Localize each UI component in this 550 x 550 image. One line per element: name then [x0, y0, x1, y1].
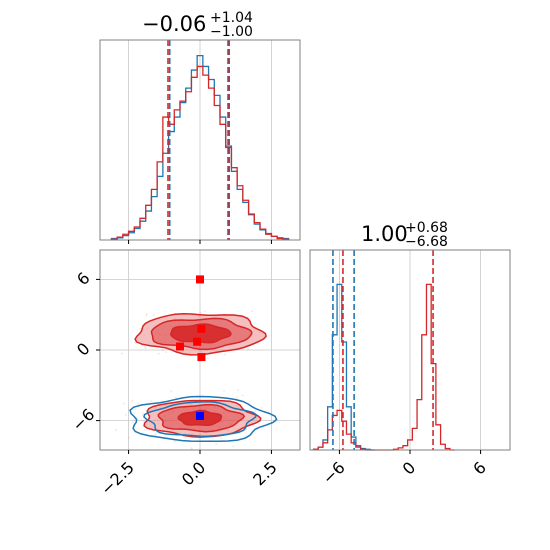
scatter-point [174, 396, 177, 399]
scatter-point [154, 434, 157, 437]
panel2-title-lower: −6.68 [405, 234, 448, 250]
scatter-point [236, 389, 239, 392]
panel2-title-value: 1.00 [361, 222, 408, 246]
scatter-point [223, 353, 226, 356]
y-tick-label: 6 [73, 268, 94, 289]
point-marker [176, 342, 184, 351]
scatter-point [125, 413, 128, 416]
scatter-point [137, 402, 140, 405]
scatter-point [173, 440, 176, 443]
scatter-point [203, 310, 206, 313]
scatter-point [155, 432, 158, 435]
scatter-point [152, 313, 155, 316]
scatter-point [143, 420, 146, 423]
scatter-point [144, 347, 147, 350]
scatter-point [115, 428, 118, 431]
panel1-title-lower: −1.00 [210, 24, 253, 40]
scatter-point [149, 400, 152, 403]
y-tick-label: 0 [73, 339, 94, 360]
y-tick-label: −6 [68, 405, 98, 435]
marginal-param1-quantile-lines [167, 40, 230, 240]
scatter-point [134, 408, 137, 411]
scatter-point [215, 443, 218, 446]
scatter-point [121, 352, 124, 355]
scatter-point [190, 447, 193, 450]
histogram-series-1 [312, 283, 375, 451]
scatter-point [182, 435, 185, 438]
scatter-point [123, 402, 126, 405]
panel2-title-upper: +0.68 [405, 220, 448, 236]
panel2-title: 1.00 +0.68 −6.68 [361, 220, 448, 250]
scatter-point [232, 445, 235, 448]
scatter-point [143, 429, 146, 432]
marginal-param2-grid [339, 250, 481, 450]
point-marker [196, 275, 204, 284]
scatter-point [220, 437, 223, 440]
scatter-point [143, 345, 146, 348]
scatter-point [98, 326, 100, 328]
scatter-point [139, 327, 142, 330]
x-tick-label: −6 [319, 458, 349, 488]
panel1-title: −0.06 +1.04 −1.00 [142, 10, 253, 40]
scatter-point [211, 437, 214, 440]
contour-level-2 [143, 401, 257, 437]
marginal-param1-grid [128, 40, 272, 240]
scatter-point [131, 421, 134, 424]
contour-level-1 [129, 395, 278, 442]
point-marker [193, 337, 202, 346]
x-tick-label: 2.5 [249, 458, 280, 489]
scatter-point [165, 351, 168, 354]
point-marker [196, 411, 204, 420]
scatter-point [260, 407, 263, 410]
scatter-point [250, 310, 253, 313]
scatter-point [145, 314, 148, 317]
scatter-point [255, 425, 258, 428]
marginal-param1-ticks [128, 240, 272, 244]
marginal-param1-panel [99, 39, 301, 244]
scatter-point [170, 390, 173, 393]
marginal-param1-series [110, 54, 290, 240]
x-tick-label: 0 [399, 458, 420, 479]
scatter-point [199, 311, 202, 314]
contour-level-3 [170, 323, 232, 344]
scatter-point [241, 394, 244, 397]
scatter-point [134, 341, 137, 344]
point-marker [197, 353, 206, 362]
scatter-point [131, 399, 134, 402]
histogram-series-2 [110, 65, 290, 240]
scatter-point [247, 348, 250, 351]
scatter-point [141, 412, 144, 415]
scatter-point [223, 389, 226, 392]
x-tick-label: −2.5 [97, 458, 138, 499]
scatter-point [157, 352, 160, 355]
scatter-point [161, 349, 164, 352]
panel1-title-value: −0.06 [142, 12, 206, 36]
joint-panel: −2.5 0.0 2.5 6 0 −6 [68, 249, 301, 499]
x-tick-label: 6 [469, 458, 490, 479]
marginal-param2-quantile-lines [332, 250, 434, 450]
joint-markers [176, 275, 206, 420]
scatter-point [133, 418, 136, 421]
point-marker [197, 324, 206, 333]
panel1-title-upper: +1.04 [210, 10, 253, 26]
scatter-point [141, 414, 144, 417]
scatter-point [254, 410, 257, 413]
scatter-point [127, 436, 130, 439]
scatter-point [145, 312, 148, 315]
scatter-point [235, 396, 238, 399]
scatter-point [206, 357, 209, 360]
marginal-param2-panel: −6 0 6 [309, 249, 511, 488]
scatter-point [243, 435, 246, 438]
joint-contours [129, 313, 278, 442]
marginal-param2-ticks: −6 0 6 [319, 450, 490, 488]
x-tick-label: 0.0 [178, 458, 209, 489]
scatter-point [184, 436, 187, 439]
